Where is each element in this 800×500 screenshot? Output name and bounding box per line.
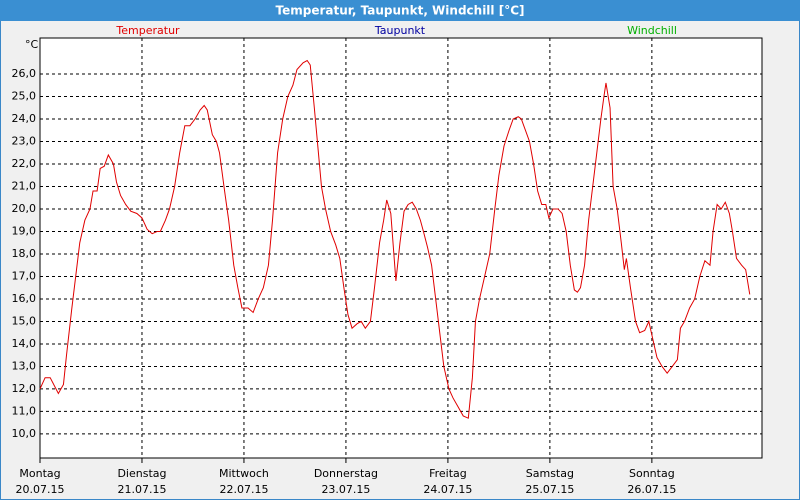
y-tick-label: 17,0 — [12, 269, 37, 282]
y-tick-label: 20,0 — [12, 202, 37, 215]
legend-entry: Temperatur — [115, 24, 180, 37]
y-tick-label: 11,0 — [12, 404, 37, 417]
x-tick-label: Mittwoch — [219, 467, 269, 480]
x-tick-date: 24.07.15 — [423, 483, 472, 496]
x-tick-date: 26.07.15 — [627, 483, 676, 496]
x-tick-date: 21.07.15 — [117, 483, 166, 496]
x-tick-label: Sonntag — [629, 467, 675, 480]
legend-entry: Taupunkt — [374, 24, 426, 37]
x-tick-label: Samstag — [526, 467, 574, 480]
y-tick-label: 10,0 — [12, 427, 37, 440]
y-tick-label: 22,0 — [12, 157, 37, 170]
y-tick-label: 26,0 — [12, 67, 37, 80]
y-tick-label: 18,0 — [12, 247, 37, 260]
x-tick-label: Freitag — [429, 467, 467, 480]
y-tick-label: 19,0 — [12, 224, 37, 237]
x-tick-date: 22.07.15 — [219, 483, 268, 496]
y-tick-label: 21,0 — [12, 179, 37, 192]
x-tick-date: 23.07.15 — [321, 483, 370, 496]
x-tick-label: Dienstag — [117, 467, 166, 480]
plot-area — [39, 37, 763, 459]
legend-entry: Windchill — [627, 24, 677, 37]
chart-title: Temperatur, Taupunkt, Windchill [°C] — [276, 4, 525, 18]
y-tick-label: 16,0 — [12, 292, 37, 305]
title-bar — [0, 0, 800, 21]
y-unit: °C — [25, 38, 39, 51]
y-tick-label: 24,0 — [12, 112, 37, 125]
y-tick-label: 13,0 — [12, 359, 37, 372]
temperature-line — [39, 59, 751, 419]
y-tick-label: 25,0 — [12, 89, 37, 102]
y-tick-label: 14,0 — [12, 337, 37, 350]
x-tick-date: 20.07.15 — [16, 483, 65, 496]
x-tick-label: Montag — [19, 467, 60, 480]
y-tick-label: 23,0 — [12, 134, 37, 147]
y-tick-label: 12,0 — [12, 382, 37, 395]
y-tick-label: 15,0 — [12, 314, 37, 327]
x-tick-label: Donnerstag — [314, 467, 378, 480]
x-tick-date: 25.07.15 — [525, 483, 574, 496]
